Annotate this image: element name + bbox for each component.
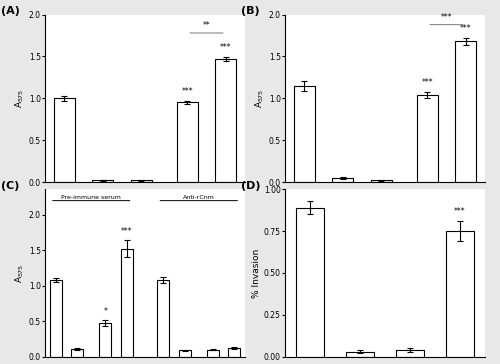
Bar <box>346 352 374 357</box>
Text: NZ9800
pMSP3535::cnm: NZ9800 pMSP3535::cnm <box>182 205 230 216</box>
Text: OMZ175: OMZ175 <box>292 205 316 210</box>
Text: -: - <box>186 192 188 201</box>
Text: Anti-rCnm: Anti-rCnm <box>183 195 214 200</box>
Text: **: ** <box>202 21 210 31</box>
Bar <box>296 208 324 357</box>
Text: -: - <box>102 192 104 201</box>
Bar <box>396 350 424 357</box>
Bar <box>92 180 114 182</box>
Y-axis label: A$_{575}$: A$_{575}$ <box>14 263 26 283</box>
Text: ***: *** <box>440 13 452 22</box>
Y-axis label: A$_{575}$: A$_{575}$ <box>14 88 26 108</box>
Text: ***: *** <box>220 43 232 52</box>
Text: (D): (D) <box>241 181 260 191</box>
Bar <box>72 349 83 357</box>
Bar <box>50 280 62 357</box>
Bar <box>215 59 236 182</box>
Text: (B): (B) <box>241 6 260 16</box>
Bar <box>446 231 474 357</box>
Bar <box>130 180 152 182</box>
Bar <box>121 249 132 357</box>
Text: NZ9800
pMSP3535: NZ9800 pMSP3535 <box>366 205 397 216</box>
Text: NZ9800: NZ9800 <box>91 205 114 210</box>
Bar <box>228 348 240 357</box>
Bar <box>54 98 75 182</box>
Bar <box>455 41 476 182</box>
Text: *: * <box>104 306 107 316</box>
Text: -: - <box>303 192 306 201</box>
Text: (A): (A) <box>1 6 20 16</box>
Text: +: + <box>462 192 469 201</box>
Bar <box>176 103 198 182</box>
Bar <box>294 86 315 182</box>
Bar <box>416 95 438 182</box>
Text: NZ9800
pMSP3535::cnm: NZ9800 pMSP3535::cnm <box>422 205 470 216</box>
Bar <box>158 280 169 357</box>
Text: (C): (C) <box>1 181 20 191</box>
Text: +: + <box>222 192 229 201</box>
Text: NZ9800
pMSP3535: NZ9800 pMSP3535 <box>126 205 157 216</box>
Y-axis label: % Invasion: % Invasion <box>252 248 261 298</box>
Text: Pre-immune serum: Pre-immune serum <box>62 195 121 200</box>
Text: ***: *** <box>182 87 193 96</box>
Text: -: - <box>426 192 428 201</box>
Text: ***: *** <box>121 227 132 236</box>
Bar <box>332 178 353 182</box>
Bar <box>207 350 218 357</box>
Text: ***: *** <box>422 78 433 87</box>
Y-axis label: A$_{575}$: A$_{575}$ <box>254 88 266 108</box>
Text: +: + <box>378 192 384 201</box>
Text: -: - <box>342 192 344 201</box>
Bar <box>179 350 190 357</box>
Bar <box>370 180 392 182</box>
Bar <box>100 323 111 357</box>
Text: +: + <box>138 192 144 201</box>
Text: ***: *** <box>454 207 466 216</box>
Text: NZ9800: NZ9800 <box>331 205 354 210</box>
Text: -: - <box>63 192 66 201</box>
Text: ***: *** <box>460 24 471 33</box>
Text: OMZ175: OMZ175 <box>52 205 76 210</box>
